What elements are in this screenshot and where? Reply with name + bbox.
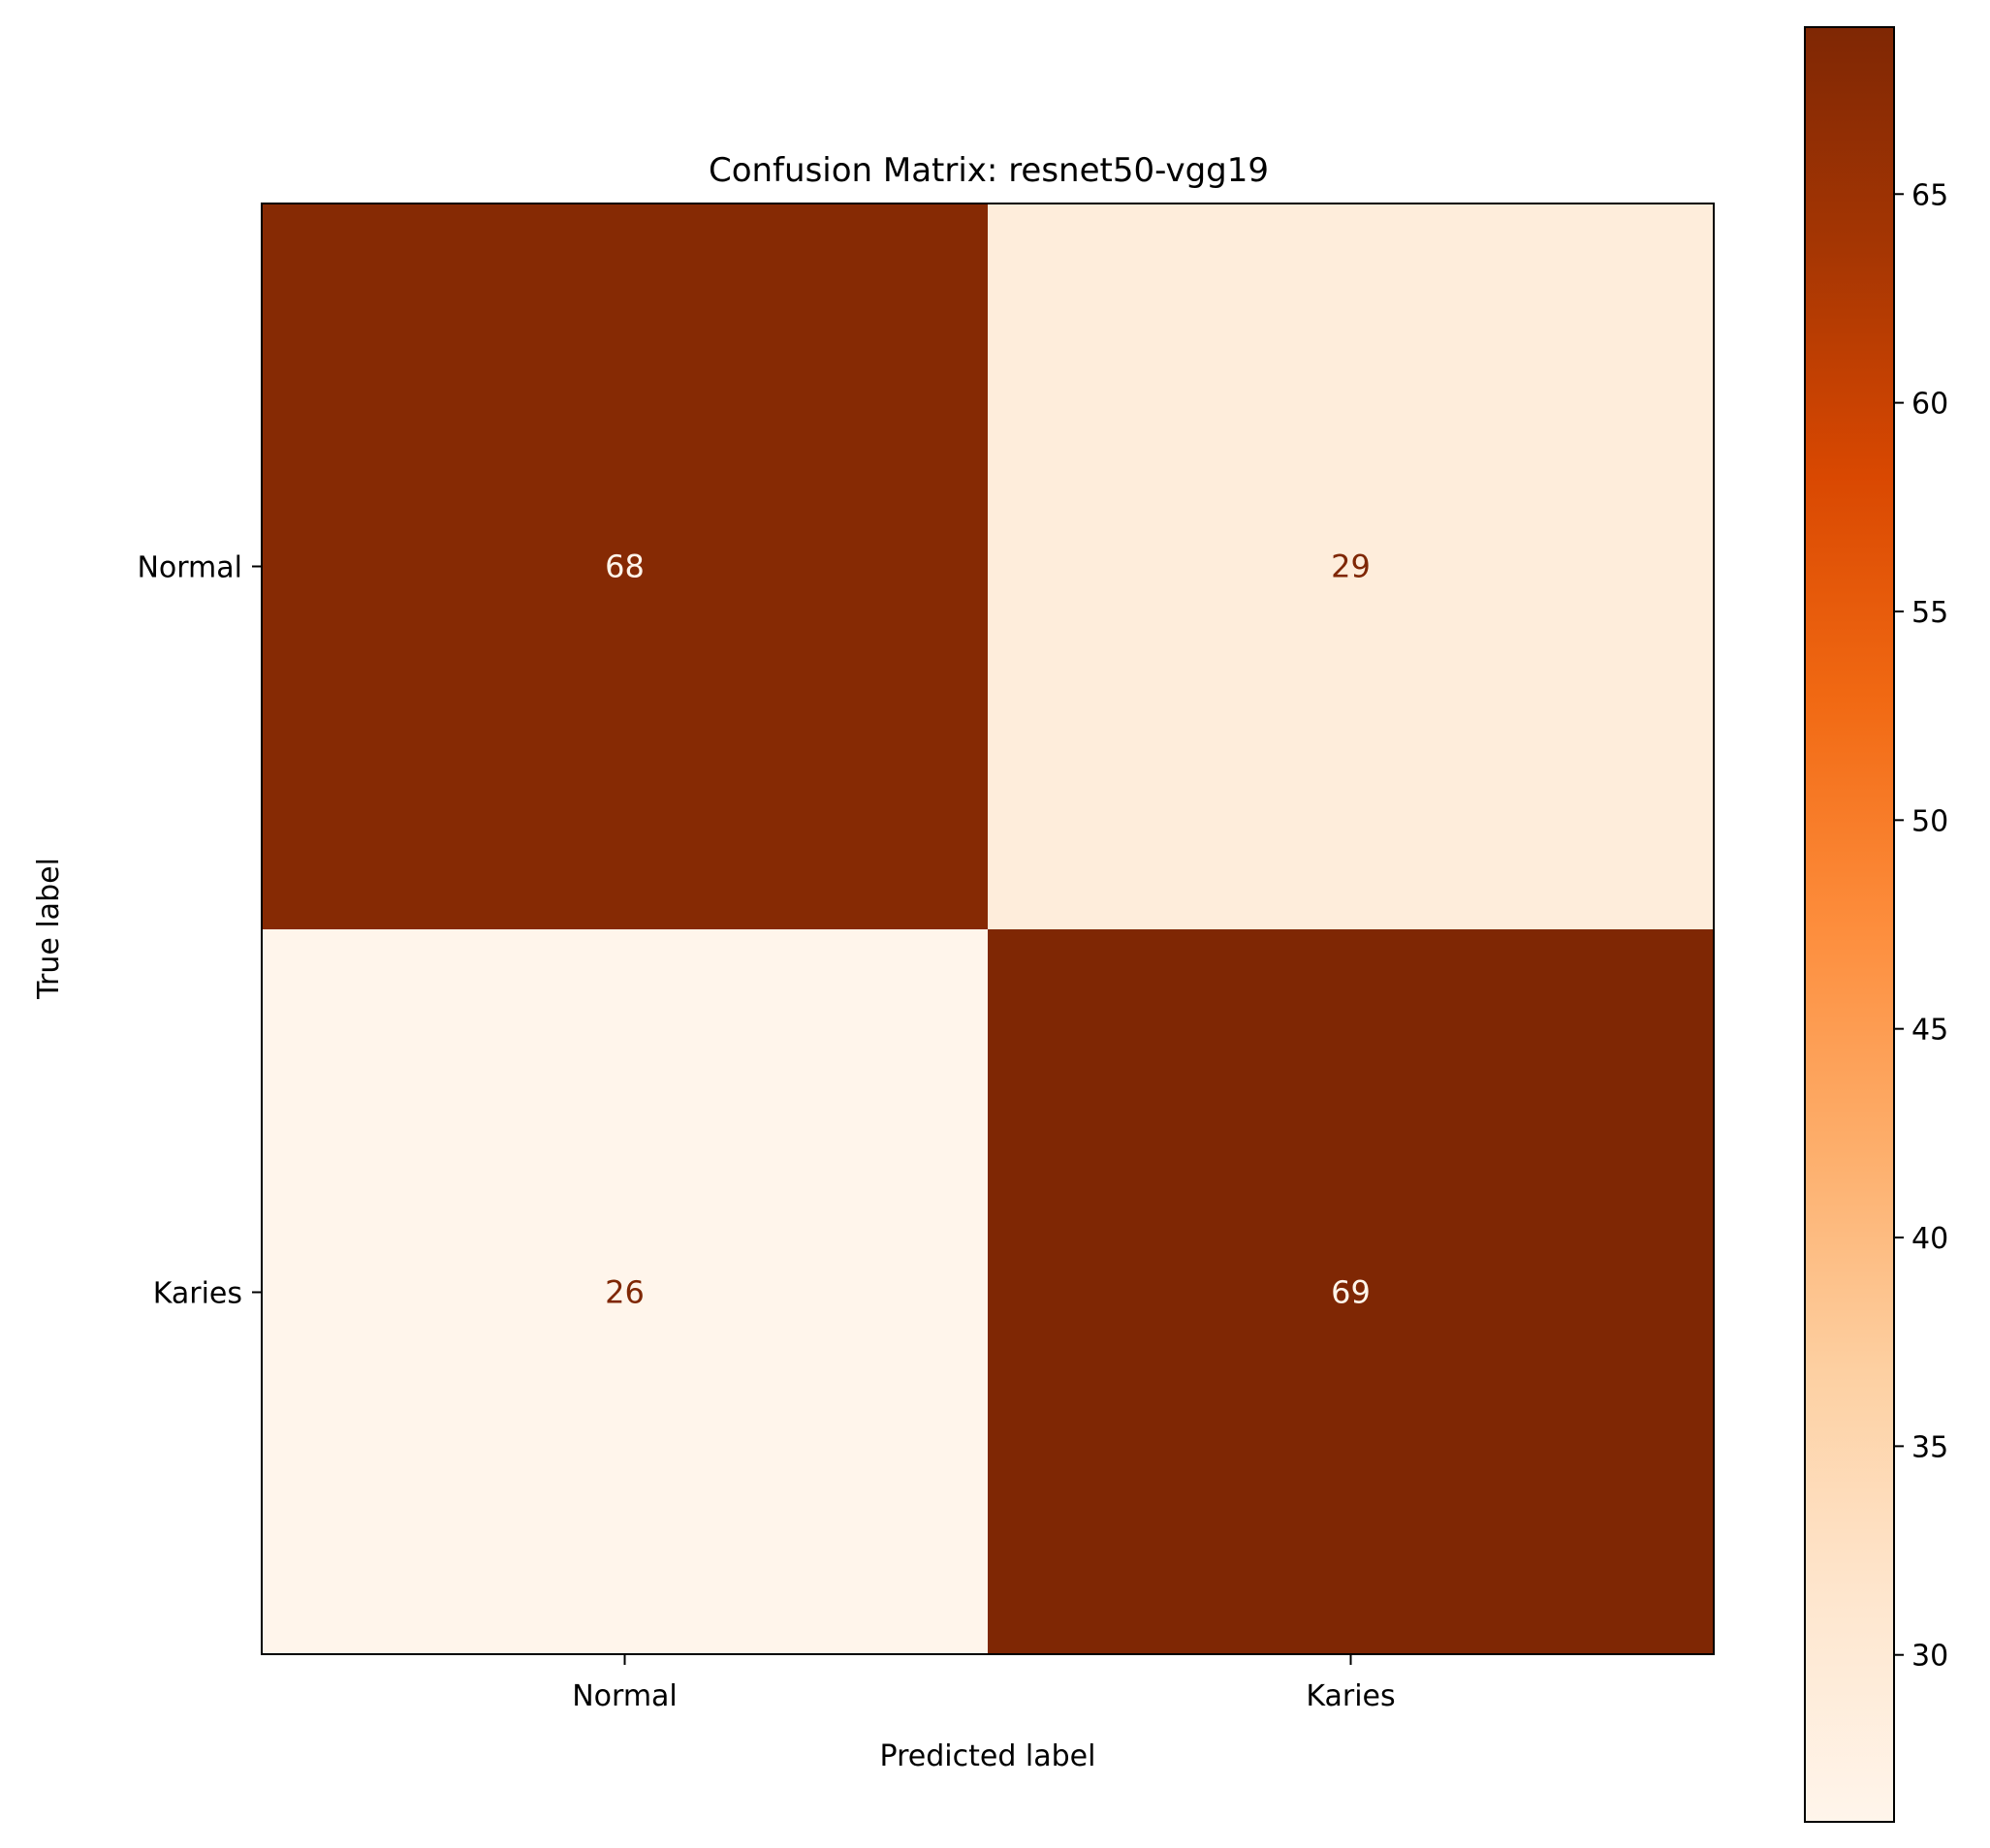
y-tick-label-karies: Karies	[153, 1277, 242, 1311]
x-axis-label: Predicted label	[880, 1739, 1096, 1773]
cell-value-normal-normal: 68	[605, 548, 645, 585]
x-tick-label-normal: Normal	[572, 1679, 678, 1713]
colorbar-tick-label-65: 65	[1911, 178, 1948, 212]
chart-title: Confusion Matrix: resnet50-vgg19	[709, 151, 1269, 190]
colorbar-ticks: 30 35 40 45 50 55 60 65	[1894, 178, 1948, 1674]
cell-value-karies-karies: 69	[1331, 1274, 1371, 1311]
cell-value-karies-normal: 26	[605, 1274, 645, 1311]
y-axis-label: True label	[32, 858, 66, 1000]
matrix-cell-karies-normal	[262, 929, 988, 1655]
colorbar-tick-label-60: 60	[1911, 388, 1948, 422]
cell-value-normal-karies: 29	[1331, 548, 1371, 585]
matrix-cell-normal-normal	[262, 204, 988, 929]
matrix-cell-labels: 68 29 26 69	[605, 548, 1371, 1311]
matrix-cell-normal-karies	[988, 204, 1714, 929]
colorbar-tick-label-55: 55	[1911, 596, 1948, 630]
colorbar-tick-label-35: 35	[1911, 1430, 1948, 1464]
colorbar-tick-label-50: 50	[1911, 804, 1948, 838]
colorbar-tick-label-45: 45	[1911, 1014, 1948, 1048]
matrix-cell-karies-karies	[988, 929, 1714, 1655]
plot-frame	[261, 203, 1715, 1655]
colorbar	[1804, 26, 1895, 1823]
x-axis-ticks: Normal Karies	[572, 1655, 1396, 1713]
colorbar-tick-label-30: 30	[1911, 1640, 1948, 1674]
y-tick-label-normal: Normal	[137, 551, 242, 585]
matrix-cells	[262, 204, 1714, 1655]
colorbar-tick-label-40: 40	[1911, 1222, 1948, 1256]
x-tick-label-karies: Karies	[1306, 1679, 1395, 1713]
y-axis-ticks: Normal Karies	[137, 551, 262, 1311]
